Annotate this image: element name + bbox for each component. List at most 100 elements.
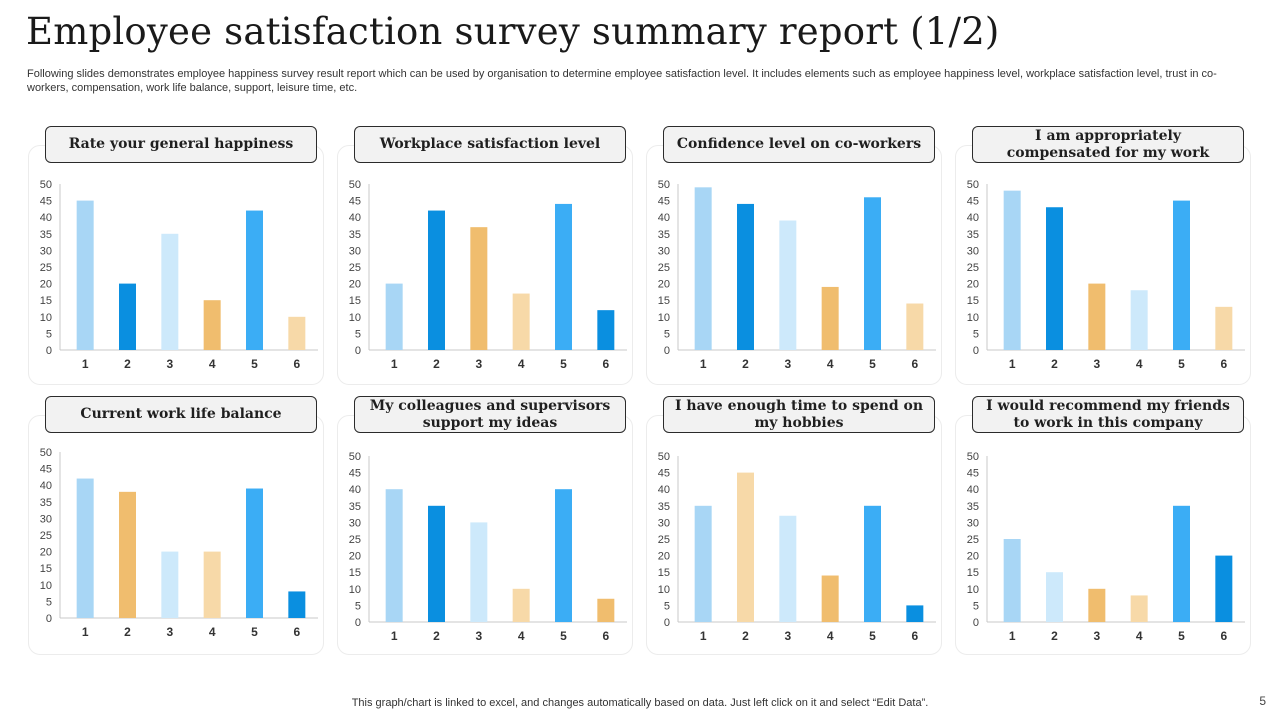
bar[interactable] — [76, 200, 94, 350]
bar[interactable] — [470, 227, 488, 350]
bar[interactable] — [512, 293, 530, 350]
x-tick-label: 2 — [433, 629, 440, 643]
y-tick-label: 45 — [967, 468, 979, 480]
y-tick-label: 50 — [40, 447, 52, 459]
bar[interactable] — [288, 591, 306, 618]
x-tick-label: 6 — [293, 625, 300, 639]
bar[interactable] — [1003, 190, 1021, 350]
bar[interactable] — [1173, 505, 1190, 622]
x-tick-label: 2 — [1051, 357, 1058, 371]
x-tick-label: 3 — [1093, 629, 1100, 643]
bar[interactable] — [1088, 588, 1106, 622]
bar[interactable] — [1088, 283, 1106, 350]
bar[interactable] — [1215, 555, 1233, 622]
bar[interactable] — [694, 187, 712, 350]
bar[interactable] — [203, 551, 221, 618]
y-tick-label: 45 — [40, 196, 52, 208]
chart-title-coworker-confidence: Confidence level on co-workers — [663, 126, 935, 163]
y-tick-label: 10 — [658, 312, 670, 324]
bar[interactable] — [1130, 595, 1148, 622]
bar[interactable] — [1003, 539, 1021, 622]
y-tick-label: 25 — [40, 530, 52, 542]
bar[interactable] — [1046, 207, 1063, 350]
bar[interactable] — [821, 575, 839, 622]
y-tick-label: 25 — [967, 262, 979, 274]
y-tick-label: 50 — [658, 451, 670, 463]
bar[interactable] — [779, 515, 797, 622]
bar[interactable] — [161, 551, 179, 618]
bar[interactable] — [1215, 306, 1233, 350]
y-tick-label: 0 — [973, 617, 979, 629]
bar[interactable] — [779, 220, 797, 350]
bar[interactable] — [906, 605, 924, 622]
bar[interactable] — [246, 488, 263, 618]
y-tick-label: 15 — [658, 567, 670, 579]
x-tick-label: 2 — [742, 357, 749, 371]
y-tick-label: 15 — [967, 295, 979, 307]
x-tick-label: 4 — [518, 357, 525, 371]
bar[interactable] — [385, 283, 403, 350]
bar[interactable] — [737, 203, 754, 350]
bar[interactable] — [555, 489, 572, 622]
chart-title-recommend: I would recommend my friends to work in … — [972, 396, 1244, 433]
x-tick-label: 2 — [124, 625, 131, 639]
bar[interactable] — [1046, 572, 1063, 622]
y-tick-label: 45 — [658, 196, 670, 208]
y-tick-label: 10 — [658, 584, 670, 596]
bar[interactable] — [470, 522, 488, 622]
bar[interactable] — [555, 203, 572, 350]
y-tick-label: 20 — [658, 279, 670, 291]
bar[interactable] — [161, 233, 179, 350]
y-tick-label: 45 — [658, 468, 670, 480]
x-tick-label: 4 — [827, 357, 834, 371]
y-tick-label: 35 — [40, 229, 52, 241]
bar[interactable] — [512, 588, 530, 622]
x-tick-label: 6 — [1220, 357, 1227, 371]
y-tick-label: 35 — [349, 229, 361, 241]
chart-title-work-life-balance: Current work life balance — [45, 396, 317, 433]
bar[interactable] — [119, 491, 136, 618]
y-tick-label: 40 — [40, 480, 52, 492]
bar[interactable] — [288, 316, 306, 350]
bar[interactable] — [821, 286, 839, 350]
bar[interactable] — [597, 598, 615, 622]
bar[interactable] — [737, 472, 754, 622]
bar[interactable] — [597, 310, 615, 350]
bar[interactable] — [428, 210, 445, 350]
x-tick-label: 6 — [911, 357, 918, 371]
y-tick-label: 15 — [40, 295, 52, 307]
y-tick-label: 15 — [967, 567, 979, 579]
bar[interactable] — [694, 505, 712, 622]
y-tick-label: 5 — [355, 328, 361, 340]
y-tick-label: 30 — [658, 517, 670, 529]
bar[interactable] — [203, 300, 221, 350]
y-tick-label: 50 — [967, 451, 979, 463]
bar[interactable] — [428, 505, 445, 622]
x-tick-label: 3 — [475, 629, 482, 643]
chart-title-support: My colleagues and supervisors support my… — [354, 396, 626, 433]
bar[interactable] — [76, 478, 94, 618]
bar[interactable] — [864, 505, 881, 622]
bar[interactable] — [1173, 200, 1190, 350]
bar[interactable] — [385, 489, 403, 622]
bar[interactable] — [1130, 290, 1148, 350]
x-tick-label: 5 — [251, 357, 258, 371]
x-tick-label: 6 — [1220, 629, 1227, 643]
y-tick-label: 5 — [973, 600, 979, 612]
bar[interactable] — [119, 283, 136, 350]
bar[interactable] — [906, 303, 924, 350]
y-tick-label: 10 — [349, 312, 361, 324]
y-tick-label: 5 — [664, 328, 670, 340]
y-tick-label: 35 — [40, 497, 52, 509]
bar[interactable] — [864, 197, 881, 350]
y-tick-label: 40 — [967, 484, 979, 496]
bar[interactable] — [246, 210, 263, 350]
